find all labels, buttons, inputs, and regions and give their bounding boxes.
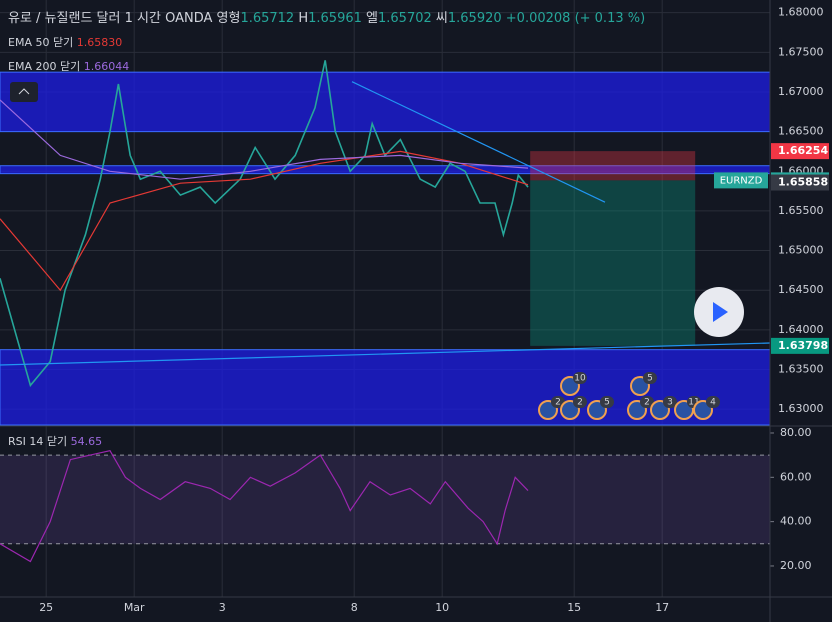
y-tick-label: 1.63500 bbox=[778, 362, 824, 375]
y-tick-label: 1.67000 bbox=[778, 85, 824, 98]
y-tick-label: 1.64500 bbox=[778, 283, 824, 296]
event-badge bbox=[640, 396, 654, 408]
x-tick-label: 8 bbox=[351, 601, 358, 614]
event-count: 2 bbox=[644, 398, 650, 408]
event-count: 3 bbox=[667, 398, 673, 408]
header-item: 영형 bbox=[217, 11, 241, 26]
x-tick-label: 3 bbox=[219, 601, 226, 614]
price-label: 1.65858 bbox=[778, 176, 828, 189]
event-badge bbox=[643, 372, 657, 384]
header-item: 씨 bbox=[436, 11, 448, 26]
header-item: 1.65961 bbox=[308, 11, 362, 26]
indicator-name: EMA 200 닫기 bbox=[8, 60, 80, 73]
zone bbox=[0, 71, 771, 133]
event-count: 11 bbox=[688, 398, 699, 408]
header-item: 1 시간 bbox=[125, 11, 161, 26]
symbol-label-bg bbox=[714, 172, 768, 189]
y-tick-label: 1.68000 bbox=[778, 6, 824, 19]
event-badge bbox=[573, 396, 587, 408]
event-badge bbox=[706, 396, 720, 408]
header-item: 유로 / 뉴질랜드 달러 bbox=[8, 11, 120, 26]
y-tick-label: 1.65000 bbox=[778, 244, 824, 257]
y-tick-label: 1.67500 bbox=[778, 45, 824, 58]
indicator-legend: EMA 50 닫기 1.65830 bbox=[8, 36, 122, 49]
header-item: +0.00208 (+ 0.13 %) bbox=[506, 11, 645, 26]
rsi-legend: RSI 14 닫기 54.65 bbox=[8, 435, 102, 448]
header-item: 1.65712 bbox=[240, 11, 294, 26]
rsi-band bbox=[0, 455, 770, 544]
event-count: 2 bbox=[577, 398, 583, 408]
indicator-name: EMA 50 닫기 bbox=[8, 36, 73, 49]
series-line bbox=[0, 60, 529, 388]
y-tick-label: 40.00 bbox=[780, 515, 812, 528]
x-tick-label: 25 bbox=[39, 601, 53, 614]
x-tick-label: 17 bbox=[655, 601, 669, 614]
event-count: 10 bbox=[574, 374, 586, 384]
header-item: OANDA bbox=[165, 11, 212, 26]
header-item: 엘 bbox=[366, 11, 378, 26]
stop-zone bbox=[530, 151, 696, 181]
collapse-icon bbox=[18, 88, 30, 95]
header-item: 1.65702 bbox=[378, 11, 432, 26]
y-tick-label: 1.66500 bbox=[778, 125, 824, 138]
header: 유로 / 뉴질랜드 달러 1 시간 OANDA 영형1.65712 H1.659… bbox=[8, 11, 645, 26]
collapse-button[interactable] bbox=[10, 82, 38, 102]
event-count: 4 bbox=[710, 398, 716, 408]
trendline bbox=[0, 342, 771, 366]
rsi-line bbox=[0, 450, 529, 563]
price-label: 1.63798 bbox=[778, 339, 828, 352]
event-count: 5 bbox=[604, 398, 610, 408]
y-tick-label: 1.65500 bbox=[778, 204, 824, 217]
y-tick-label: 60.00 bbox=[780, 470, 812, 483]
x-tick-label: 15 bbox=[567, 601, 581, 614]
indicator-legend: EMA 200 닫기 1.66044 bbox=[8, 60, 129, 73]
indicator-value: 1.65830 bbox=[77, 36, 123, 49]
x-tick-label: Mar bbox=[124, 601, 145, 614]
event-badge bbox=[600, 396, 614, 408]
price-label-bg bbox=[771, 143, 829, 160]
event-badge bbox=[663, 396, 677, 408]
y-tick-label: 1.64000 bbox=[778, 323, 824, 336]
target-zone bbox=[530, 180, 696, 346]
y-tick-label: 20.00 bbox=[780, 559, 812, 572]
rsi-name: RSI 14 닫기 bbox=[8, 435, 67, 448]
series-line bbox=[0, 150, 529, 292]
event-count: 2 bbox=[555, 398, 561, 408]
price-label: 1.66254 bbox=[778, 144, 828, 157]
price-label-bg bbox=[771, 174, 829, 191]
series-line bbox=[0, 99, 529, 180]
y-tick-label: 80.00 bbox=[780, 426, 812, 439]
indicator-value: 1.66044 bbox=[84, 60, 130, 73]
event-count: 5 bbox=[647, 374, 653, 384]
header-item: H bbox=[298, 11, 308, 26]
x-tick-label: 10 bbox=[435, 601, 449, 614]
play-icon bbox=[713, 302, 728, 322]
header-item: 1.65920 bbox=[448, 11, 502, 26]
rsi-value: 54.65 bbox=[71, 435, 103, 448]
event-badge bbox=[573, 372, 587, 384]
y-tick-label: 1.63000 bbox=[778, 402, 824, 415]
trendline bbox=[351, 81, 606, 203]
price-label-bg bbox=[771, 337, 829, 354]
symbol-label: EURNZD bbox=[720, 175, 763, 186]
